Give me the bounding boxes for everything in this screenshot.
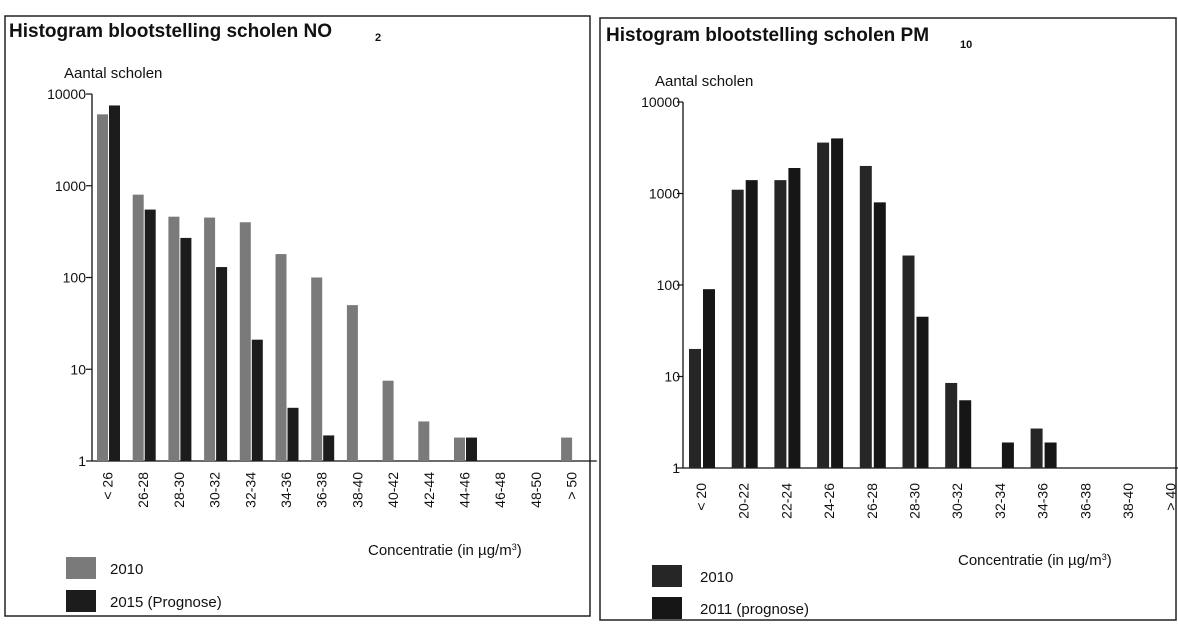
- chart-2-legend-label: 2010: [700, 569, 733, 586]
- chart-1-bar-s2: [466, 437, 477, 461]
- chart-1-legend-swatch: [66, 557, 96, 579]
- chart-2-bar-s1: [731, 189, 744, 468]
- chart-1-x-tick-label: 46-48: [492, 472, 508, 508]
- chart-2-x-tick-label: 20-22: [736, 483, 752, 519]
- chart-1-bar-s2: [216, 267, 228, 461]
- chart-1-x-tick-label: 36-38: [314, 472, 330, 508]
- chart-1-bar-s1: [382, 380, 394, 461]
- chart-2-bar-s2: [745, 180, 758, 469]
- chart-1-bar-s2: [144, 209, 156, 461]
- chart-2-bar-s1: [1030, 428, 1043, 468]
- chart-1-x-axis-label: Concentratie (in µg/m3): [368, 542, 522, 559]
- chart-1-x-tick-label: 42-44: [421, 472, 437, 508]
- chart-2-x-tick-label: 36-38: [1077, 483, 1093, 519]
- chart-2-x-tick-label: 24-26: [821, 483, 837, 519]
- chart-1-x-tick-label: 40-42: [385, 472, 401, 508]
- chart-1-bar-s1: [132, 194, 144, 462]
- chart-2-x-tick-label: 28-30: [907, 483, 923, 519]
- svg-text:Concentratie (in µg/m3): Concentratie (in µg/m3): [368, 542, 522, 559]
- chart-2-y-tick-label: 1000: [649, 186, 680, 202]
- chart-2-bar-s2: [788, 167, 801, 468]
- chart-2-bar-s2: [873, 202, 886, 469]
- chart-1-bar-s2: [109, 105, 120, 461]
- chart-1-title-subscript: 2: [375, 32, 381, 44]
- chart-1-y-tick-label: 1: [78, 453, 86, 469]
- chart-1-bar-s1: [346, 305, 358, 461]
- chart-1-bar-s2: [287, 407, 299, 461]
- chart-1-legend-label: 2015 (Prognose): [110, 594, 222, 611]
- chart-1-x-tick-label: 26-28: [135, 472, 151, 508]
- chart-1-x-tick-label: < 26: [100, 472, 116, 500]
- chart-2-x-tick-label: < 20: [693, 483, 709, 511]
- chart-1-legend-swatch: [66, 590, 96, 612]
- chart-2-y-axis-label: Aantal scholen: [655, 73, 753, 90]
- chart-2-bar-s2: [703, 289, 715, 468]
- chart-1-y-tick-label: 100: [63, 270, 87, 286]
- chart-2-title: Histogram blootstelling scholen PM: [606, 25, 929, 46]
- chart-1-bar-s2: [180, 237, 192, 461]
- chart-1-y-tick-label: 10: [70, 361, 86, 377]
- chart-1-x-tick-label: 30-32: [207, 472, 223, 508]
- chart-1-y-tick-label: 10000: [47, 86, 86, 102]
- chart-1-bar-s2: [251, 339, 263, 461]
- chart-2-bar-s1: [945, 382, 958, 468]
- chart-1-bar-s1: [418, 421, 430, 461]
- chart-2-legend-swatch: [652, 597, 682, 619]
- chart-1-title: Histogram blootstelling scholen NO: [9, 21, 332, 42]
- chart-1-bar-s1: [97, 114, 108, 462]
- chart-1-bar-s1: [454, 437, 465, 461]
- chart-1-bar-s1: [239, 222, 251, 461]
- chart-1-x-tick-label: 48-50: [528, 472, 544, 508]
- chart-2-bar-s2: [916, 316, 929, 468]
- chart-2-x-tick-label: 26-28: [864, 483, 880, 519]
- chart-2-x-axis-label: Concentratie (in µg/m3): [958, 552, 1112, 569]
- chart-1-x-tick-label: 44-46: [457, 472, 473, 508]
- chart-2-bar-s1: [817, 142, 830, 468]
- chart-1-y-tick-label: 1000: [55, 178, 86, 194]
- chart-2-x-tick-label: 38-40: [1120, 483, 1136, 519]
- chart-1-bar-s1: [275, 254, 287, 461]
- chart-1-legend-label: 2010: [110, 561, 143, 578]
- chart-2-x-tick-label: 34-36: [1035, 483, 1051, 519]
- panel-1-frame: [4, 15, 591, 617]
- chart-1-bar-s2: [323, 435, 335, 461]
- chart-2-bar-s2: [959, 400, 972, 468]
- chart-2-y-tick-label: 10000: [641, 94, 680, 110]
- panel-2-frame: [599, 17, 1177, 621]
- chart-2-bar-s1: [859, 165, 872, 468]
- chart-2-bar-s1: [774, 180, 787, 469]
- chart-2-y-tick-label: 10: [664, 369, 680, 385]
- chart-2-bar-s2: [1044, 442, 1057, 468]
- chart-2-legend-label: 2011 (prognose): [700, 601, 809, 618]
- svg-text:Concentratie (in µg/m3): Concentratie (in µg/m3): [958, 552, 1112, 569]
- chart-1-x-tick-label: 38-40: [349, 472, 365, 508]
- chart-1-x-tick-label: 34-36: [278, 472, 294, 508]
- chart-2-y-tick-label: 100: [657, 277, 681, 293]
- chart-2-x-tick-label: 30-32: [949, 483, 965, 519]
- chart-1-x-tick-label: 28-30: [171, 472, 187, 508]
- chart-1-x-tick-label: 32-34: [242, 472, 258, 508]
- chart-2-bar-s1: [902, 255, 915, 468]
- chart-2-legend-swatch: [652, 565, 682, 587]
- chart-2-x-tick-label: > 40: [1163, 483, 1178, 511]
- chart-2-bar-s1: [689, 348, 701, 468]
- chart-1-y-axis-label: Aantal scholen: [64, 65, 162, 82]
- chart-2-x-tick-label: 22-24: [778, 483, 794, 519]
- chart-2-title-subscript: 10: [960, 39, 972, 51]
- chart-2-y-tick-label: 1: [672, 460, 680, 476]
- chart-1-bar-s1: [311, 277, 323, 461]
- chart-1-bar-s1: [168, 216, 180, 461]
- chart-1-x-tick-label: > 50: [564, 472, 580, 500]
- chart-1-bar-s1: [561, 437, 573, 461]
- chart-1-bar-s1: [204, 217, 216, 461]
- chart-2-bar-s2: [1001, 442, 1014, 468]
- chart-2-x-tick-label: 32-34: [992, 483, 1008, 519]
- chart-2-bar-s2: [831, 138, 844, 469]
